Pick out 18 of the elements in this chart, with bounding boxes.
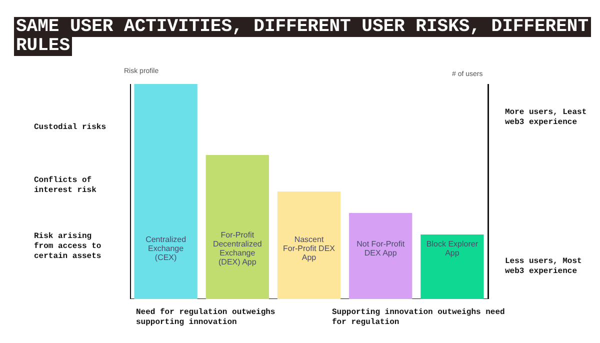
chart-title: SAME USER ACTIVITIES, DIFFERENT USER RISKS, DIFFERENT RULES (14, 17, 590, 56)
bar (277, 192, 341, 299)
x-tick-label: For-Profit Decentralized Exchange (DEX) App (212, 230, 262, 267)
text: Conflicts of interest risk (34, 176, 98, 196)
bar (349, 213, 412, 299)
text: Custodial risks (34, 123, 108, 133)
bar (134, 84, 198, 299)
bar (420, 234, 484, 299)
x-tick-label: Block Explorer App (426, 240, 478, 258)
text: More users, Least web3 experience (505, 108, 588, 128)
text: Less users, Most web3 experience (505, 257, 583, 277)
text: Need for regulation outweighs supporting innovation (136, 308, 276, 328)
bar (206, 154, 269, 299)
x-tick-label: Nascent For-Profit DEX App (282, 235, 336, 262)
text: Supporting innovation outweighs need for regulation (332, 308, 506, 328)
x-tick-label: Centralized Exchange (CEX) (146, 235, 186, 262)
x-tick-label: Not For-Profit DEX App (356, 240, 406, 258)
text: Risk arising from access to certain assets (34, 232, 102, 262)
